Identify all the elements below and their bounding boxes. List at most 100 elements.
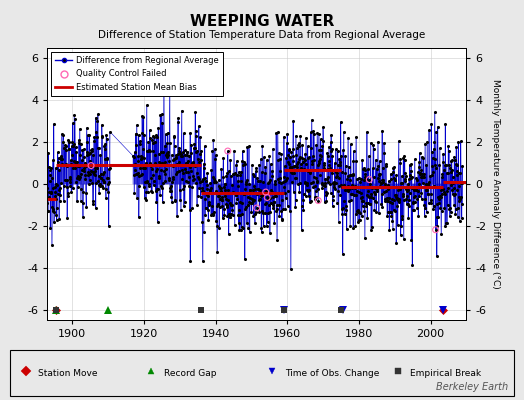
Point [157,166,165,173]
Point [374,178,383,184]
Point [138,130,147,136]
Point [394,186,402,193]
Point [70,158,78,164]
Point [73,175,82,181]
Point [247,196,256,202]
Point [344,188,352,194]
Point [295,189,303,195]
Point [434,184,443,190]
Point [260,201,269,207]
Point [101,145,110,152]
Point [433,223,442,229]
Text: WEEPING WATER: WEEPING WATER [190,14,334,29]
Point [166,140,174,146]
Point [446,164,454,171]
Point [386,209,395,216]
Point [347,190,356,197]
Point [223,212,232,219]
Point [445,206,454,212]
Point [261,210,269,216]
Point [400,197,408,204]
Point [447,157,456,163]
Point [61,162,70,169]
Point [219,174,227,180]
Point [376,180,385,187]
Point [203,191,212,198]
Point [347,184,356,191]
Point [154,218,162,225]
Point [400,152,408,159]
Point [388,196,396,202]
Point [137,154,146,160]
Point [385,195,393,201]
Point [307,198,315,205]
Point [239,224,247,231]
Point [57,154,66,161]
Point [77,186,85,192]
Point [298,154,307,161]
Point [248,162,256,168]
Point [382,188,390,194]
Point [413,188,422,194]
Point [452,172,461,178]
Point [317,146,325,153]
Point [237,224,246,230]
Point [60,162,68,168]
Point [334,188,343,195]
Point [71,144,80,150]
Point [100,169,108,175]
Point [192,128,200,134]
Point [403,200,412,207]
Point [343,187,351,194]
Point [308,160,316,167]
Point [400,157,409,164]
Point [252,209,260,215]
Point [66,183,74,190]
Point [190,176,198,183]
Point [301,150,309,157]
Point [343,173,352,179]
Point [143,179,151,186]
Point [133,194,141,201]
Point [372,198,380,205]
Point [219,215,227,222]
Point [268,202,277,208]
Point [187,142,195,148]
Point [406,167,414,174]
Point [149,140,157,146]
Point [354,207,362,213]
Point [165,177,173,184]
Point [369,174,378,180]
Point [421,196,429,203]
Point [74,183,82,190]
Point [309,128,318,135]
Point [85,132,93,138]
Point [397,222,406,229]
Point [220,181,228,187]
Point [378,177,386,183]
Point [239,161,247,168]
Point [370,188,378,195]
Point [410,187,418,193]
Point [224,148,232,154]
Point [457,180,465,186]
Point [385,178,393,184]
Point [318,142,326,149]
Point [264,196,272,202]
Point [396,186,404,192]
Point [440,189,448,195]
Point [262,200,270,206]
Point [438,174,446,180]
Point [214,202,222,208]
Point [401,176,410,182]
Point [221,187,230,193]
Point [56,184,64,191]
Point [201,175,210,181]
Point [69,185,77,191]
Point [269,205,277,212]
Point [362,176,370,182]
Point [331,186,339,193]
Point [369,195,377,202]
Point [413,177,421,183]
Point [136,141,144,147]
